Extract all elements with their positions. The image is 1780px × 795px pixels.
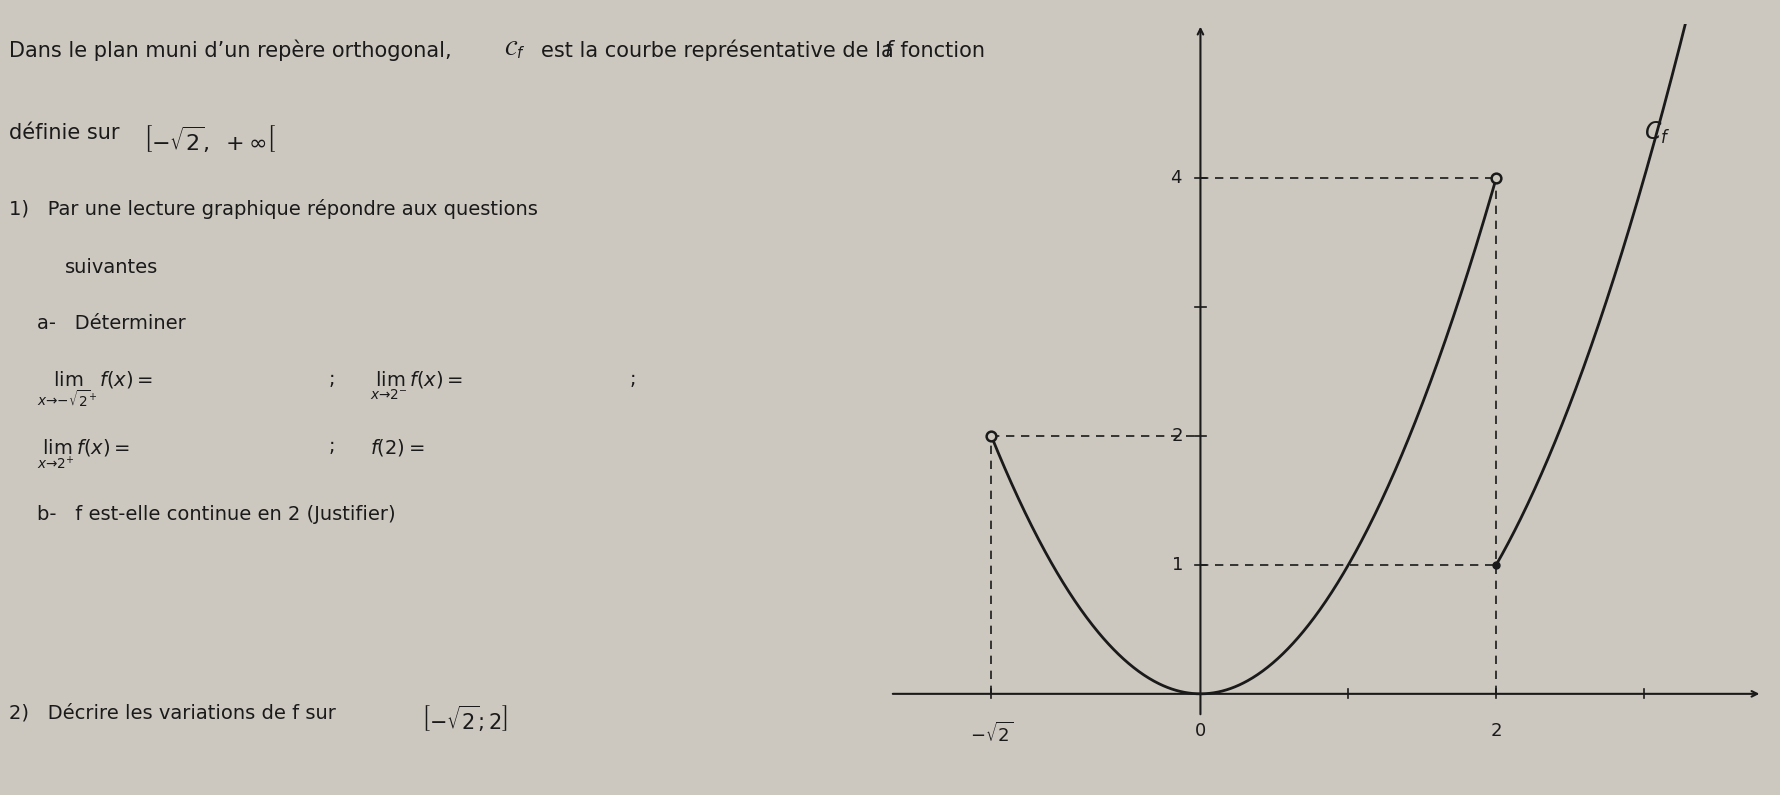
Text: ;: ; (329, 437, 335, 456)
Text: $\mathcal{C}_f$: $\mathcal{C}_f$ (504, 40, 525, 61)
Text: 1)   Par une lecture graphique répondre aux questions: 1) Par une lecture graphique répondre au… (9, 199, 538, 219)
Text: b-   f est-elle continue en 2 (Justifier): b- f est-elle continue en 2 (Justifier) (37, 505, 395, 524)
Text: est la courbe représentative de la fonction: est la courbe représentative de la fonct… (541, 40, 986, 61)
Text: suivantes: suivantes (64, 258, 158, 277)
Text: $f$: $f$ (885, 40, 895, 60)
Text: $-\sqrt{2}$: $-\sqrt{2}$ (970, 722, 1013, 747)
Text: $\left[-\sqrt{2};2\right]$: $\left[-\sqrt{2};2\right]$ (422, 704, 509, 734)
Text: $\lim_{x\to 2^+}$$f(x)=$: $\lim_{x\to 2^+}$$f(x)=$ (37, 437, 130, 471)
Text: $\left[-\sqrt{2},\ +\infty\right[$: $\left[-\sqrt{2},\ +\infty\right[$ (144, 123, 278, 154)
Text: Dans le plan muni d’un repère orthogonal,: Dans le plan muni d’un repère orthogonal… (9, 40, 452, 61)
Text: $f(2)=$: $f(2)=$ (370, 437, 425, 458)
Text: $0$: $0$ (1194, 722, 1207, 740)
Text: ;: ; (329, 370, 335, 389)
Text: $\lim_{x\to -\sqrt{2}^+}$$f(x)=$: $\lim_{x\to -\sqrt{2}^+}$$f(x)=$ (37, 370, 153, 409)
Text: $C_f$: $C_f$ (1645, 120, 1670, 146)
Text: $\lim_{x\to 2^-}$$f(x)=$: $\lim_{x\to 2^-}$$f(x)=$ (370, 370, 463, 402)
Text: définie sur: définie sur (9, 123, 119, 143)
Text: a-   Déterminer: a- Déterminer (37, 314, 185, 333)
Text: $1$: $1$ (1171, 556, 1182, 574)
Text: $2$: $2$ (1171, 427, 1182, 445)
Text: $4$: $4$ (1169, 169, 1182, 188)
Text: 2)   Décrire les variations de f sur: 2) Décrire les variations de f sur (9, 704, 336, 723)
Text: $2$: $2$ (1490, 722, 1502, 740)
Text: ;: ; (630, 370, 635, 389)
